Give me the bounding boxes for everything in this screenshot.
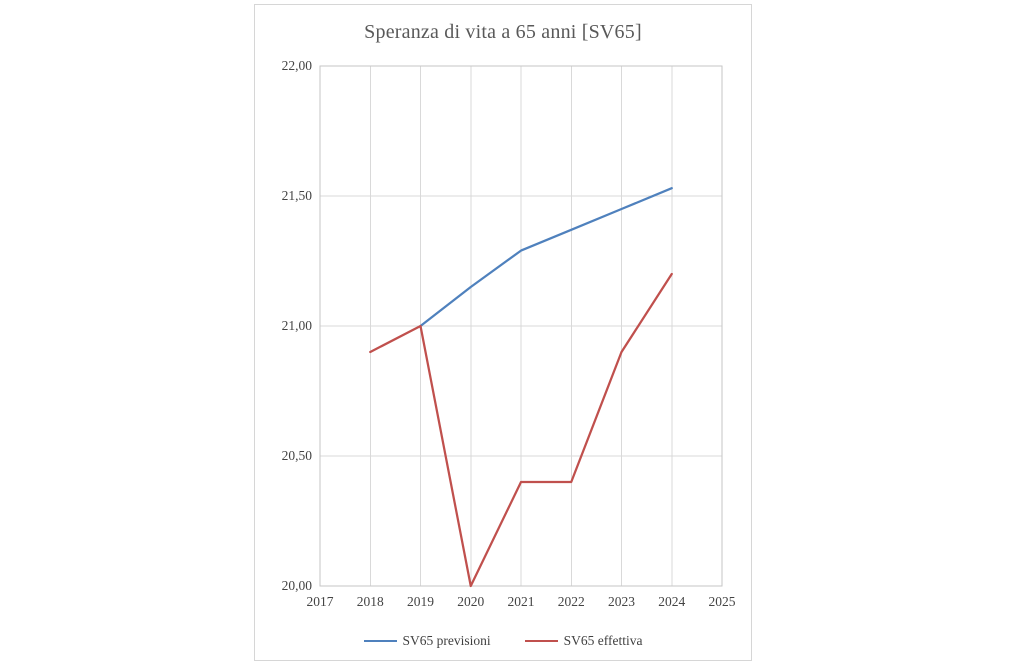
y-tick-label: 21,00 — [281, 318, 312, 333]
y-tick-label: 21,50 — [281, 188, 312, 203]
legend-item-sv65-effettiva: SV65 effettiva — [524, 633, 643, 649]
series-line-sv65-effettiva — [369, 272, 673, 588]
x-tick-label: 2023 — [608, 594, 635, 609]
x-tick-label: 2018 — [356, 594, 384, 609]
chart-title: Speranza di vita a 65 anni [SV65] — [364, 21, 642, 43]
line-chart-plot — [319, 65, 723, 588]
x-tick-label: 2019 — [407, 594, 434, 609]
x-tick-label: 2022 — [557, 594, 585, 609]
legend-item-sv65-previsioni: SV65 previsioni — [363, 633, 491, 649]
y-tick-label: 22,00 — [281, 58, 312, 73]
plot-area-border — [319, 65, 723, 587]
series-line-sv65-previsioni — [419, 187, 673, 328]
x-tick-label: 2020 — [457, 594, 485, 609]
x-tick-label: 2024 — [658, 594, 686, 609]
legend-label: SV65 previsioni — [402, 633, 491, 648]
chart-legend: SV65 previsioni SV65 effettiva — [255, 633, 751, 649]
legend-label: SV65 effettiva — [563, 633, 643, 648]
y-tick-label: 20,00 — [281, 578, 312, 593]
y-tick-label: 20,50 — [281, 448, 312, 463]
x-tick-label: 2017 — [306, 594, 334, 609]
chart-frame: Speranza di vita a 65 anni [SV65] 22,00 2… — [254, 4, 752, 661]
legend-line-swatch — [363, 640, 397, 642]
x-tick-label: 2021 — [507, 594, 535, 609]
x-tick-label: 2025 — [708, 594, 736, 609]
legend-line-swatch — [524, 640, 558, 642]
